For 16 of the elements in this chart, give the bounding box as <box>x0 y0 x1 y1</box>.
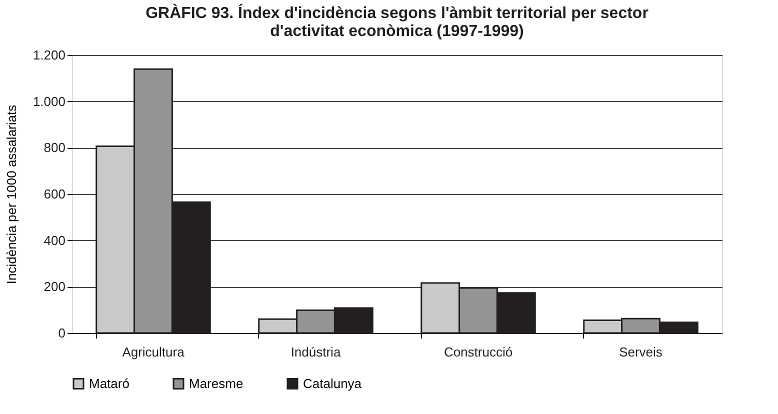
y-tick-label: 1.200 <box>32 48 66 62</box>
x-tick-label: Serveis <box>619 344 663 360</box>
x-tick-label: Agricultura <box>122 344 186 360</box>
y-tick-label: 200 <box>44 279 66 294</box>
x-tick-label: Indústria <box>290 344 342 360</box>
y-tick-label: 400 <box>44 232 66 248</box>
y-tick-label: 600 <box>44 186 66 202</box>
chart-title: GRÀFIC 93. Índex d'incidència segons l'àmbit territorial per sector d'activitat econòmica (1997-1999) <box>146 3 648 40</box>
x-tick-label: Construcció <box>444 344 513 360</box>
y-tick-label: 800 <box>44 140 66 156</box>
y-axis-title: Incidència per 1000 assalariats <box>4 104 19 284</box>
y-tick-label: 0 <box>58 326 66 340</box>
legend-label: Mataró <box>89 376 130 391</box>
y-tick-label: 1.000 <box>32 94 66 109</box>
legend-label: Catalunya <box>303 376 362 391</box>
legend-label: Maresme <box>189 376 244 391</box>
